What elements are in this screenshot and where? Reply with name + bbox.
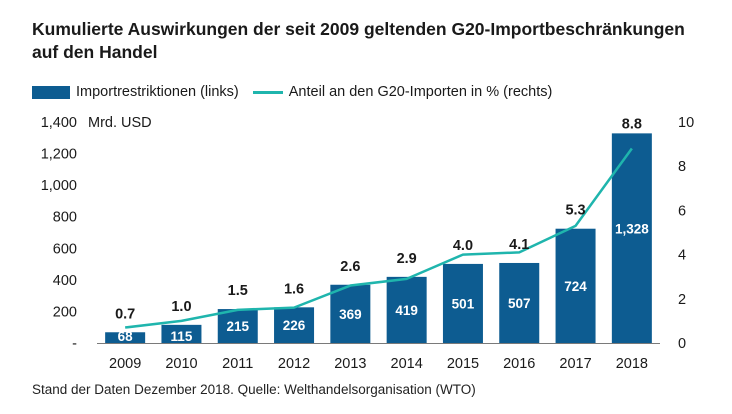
line-value-label: 4.0 [453, 238, 473, 254]
x-axis-tick-label: 2017 [559, 356, 591, 372]
x-axis-tick-label: 2013 [334, 356, 366, 372]
right-axis-tick-label: 0 [678, 336, 686, 352]
bar-2016 [499, 262, 540, 343]
left-axis-tick-label: 800 [53, 210, 77, 226]
bar-2017 [555, 228, 596, 343]
bar-value-label: 419 [395, 303, 418, 318]
left-axis-tick-label: 200 [53, 304, 77, 320]
left-axis-tick-label: 1,400 [41, 115, 77, 131]
line-value-label: 5.3 [565, 203, 585, 219]
bar-value-label: 68 [118, 329, 134, 344]
bar-value-label: 1,328 [615, 221, 649, 236]
right-axis-tick-label: 4 [678, 248, 686, 264]
chart-title-line-1: Kumulierte Auswirkungen der seit 2009 ge… [32, 19, 685, 39]
share-line [125, 147, 633, 329]
chart-legend: Importrestriktionen (links) Anteil an de… [32, 84, 552, 100]
bar-value-label: 369 [339, 307, 362, 322]
bar-2009 [105, 332, 146, 343]
bar-value-label: 507 [508, 296, 531, 311]
left-axis-tick-label: - [72, 336, 77, 352]
bar-2012 [274, 307, 315, 343]
legend-line-label: Anteil an den G20-Importen in % (rechts) [288, 84, 553, 100]
chart-footer-source: Stand der Daten Dezember 2018. Quelle: W… [32, 382, 476, 397]
line-value-label: 1.0 [171, 299, 191, 315]
left-axis-tick-label: 400 [53, 273, 77, 289]
x-axis-tick-label: 2009 [109, 356, 141, 372]
x-axis-tick-label: 2014 [391, 356, 423, 372]
legend-bar-label: Importrestriktionen (links) [76, 84, 239, 100]
left-axis-unit-label: Mrd. USD [88, 115, 152, 131]
right-axis-tick-label: 2 [678, 292, 686, 308]
bar-2013 [330, 284, 371, 343]
bar-value-label: 115 [171, 329, 193, 344]
x-axis-tick-label: 2015 [447, 356, 479, 372]
line-value-label: 1.5 [228, 283, 248, 299]
chart-title: Kumulierte Auswirkungen der seit 2009 ge… [32, 18, 722, 64]
bar-2011 [217, 309, 258, 343]
left-axis-tick-label: 600 [53, 241, 77, 257]
line-value-label: 4.1 [509, 237, 529, 253]
line-value-label: 0.7 [115, 306, 135, 322]
left-axis-tick-label: 1,000 [41, 178, 77, 194]
x-axis-tick-label: 2012 [278, 356, 310, 372]
right-axis-tick-label: 10 [678, 115, 694, 131]
line-value-label: 1.6 [284, 281, 304, 297]
bar-2018 [611, 133, 652, 343]
bar-value-label: 724 [564, 279, 587, 294]
bar-value-label: 215 [226, 319, 249, 334]
bar-2014 [386, 276, 427, 343]
line-value-label: 2.9 [397, 251, 417, 267]
right-axis-tick-label: 6 [678, 203, 686, 219]
right-axis-tick-label: 8 [678, 159, 686, 175]
line-value-label: 8.8 [622, 116, 642, 132]
x-axis-tick-label: 2018 [616, 356, 648, 372]
bar-value-label: 501 [452, 296, 475, 311]
legend-line-swatch [252, 90, 283, 94]
bar-2015 [442, 263, 483, 343]
bar-value-label: 226 [283, 318, 306, 333]
x-axis-tick-label: 2011 [222, 356, 253, 372]
line-value-label: 2.6 [340, 259, 360, 275]
x-axis-tick-label: 2010 [165, 356, 197, 372]
x-axis-tick-label: 2016 [503, 356, 535, 372]
legend-bar-swatch [32, 85, 70, 99]
left-axis-tick-label: 1,200 [41, 147, 77, 163]
chart-title-line-2: auf den Handel [32, 42, 158, 62]
bar-2010 [161, 324, 202, 343]
